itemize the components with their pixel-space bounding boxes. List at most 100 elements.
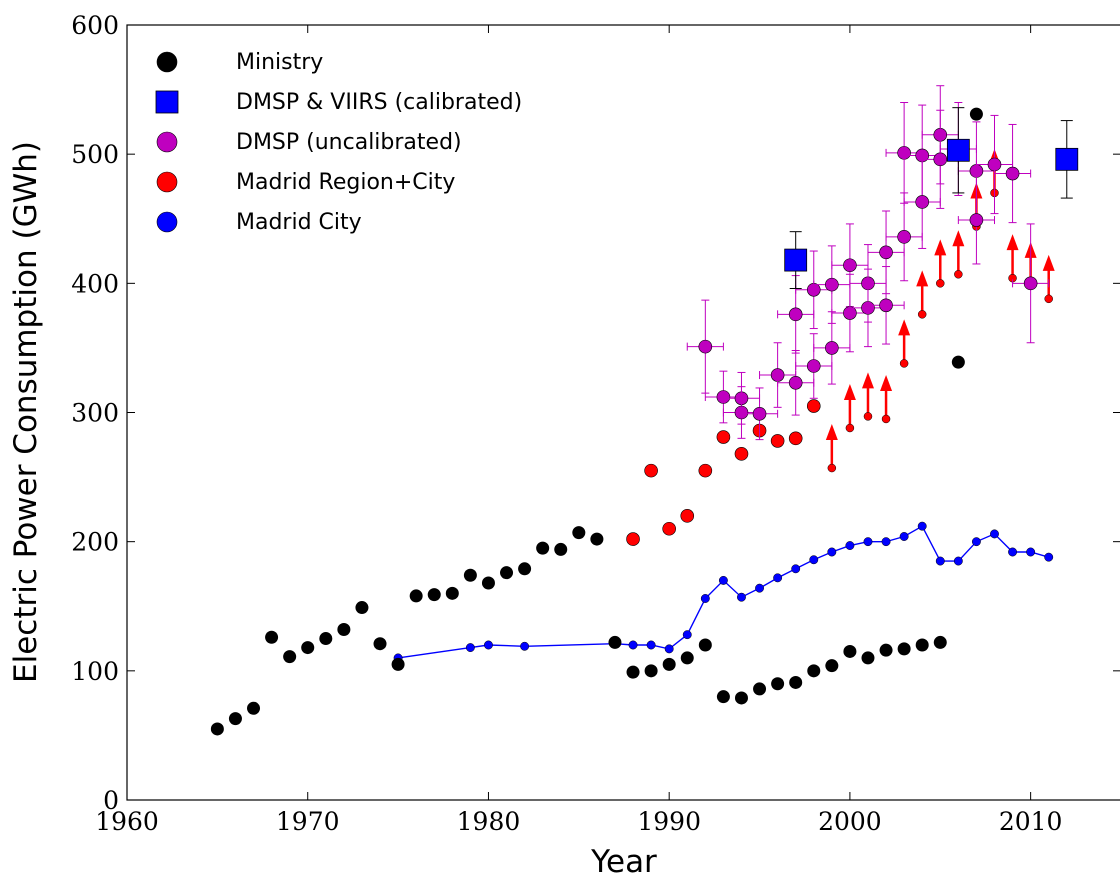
madrid-city-point xyxy=(737,592,746,602)
madrid-city-point xyxy=(1008,547,1018,557)
dmsp-uncalibrated-point xyxy=(788,307,803,322)
dmsp-uncalibrated-point xyxy=(933,152,948,167)
region-lower-limit-point xyxy=(881,414,891,424)
ministry-point xyxy=(247,701,261,715)
madrid-city-point xyxy=(1044,552,1054,562)
legend-label: Ministry xyxy=(236,50,323,75)
region-city-point xyxy=(806,399,821,413)
region-city-point xyxy=(788,431,803,446)
region-lower-limit-arrow-head xyxy=(934,239,947,256)
x-tick-label: 1990 xyxy=(637,807,701,836)
y-tick-label: 200 xyxy=(71,528,119,557)
region-lower-limit-arrow-head xyxy=(898,319,911,336)
dmsp-uncalibrated-point xyxy=(843,258,857,273)
legend-square-marker xyxy=(155,90,179,114)
madrid-city-point xyxy=(917,521,927,531)
ministry-point xyxy=(536,541,550,555)
calibrated-point xyxy=(784,248,808,272)
ministry-point xyxy=(825,659,839,673)
legend-circle-marker xyxy=(156,171,178,193)
ministry-point xyxy=(789,675,803,689)
region-lower-limit-point xyxy=(1044,294,1053,304)
ministry-point xyxy=(319,632,333,646)
calibrated-point xyxy=(1055,147,1079,171)
region-city-point xyxy=(734,447,749,461)
madrid-city-point xyxy=(682,630,692,640)
dmsp-uncalibrated-point xyxy=(1005,166,1020,181)
ministry-point xyxy=(951,355,965,369)
ministry-point xyxy=(753,682,767,696)
dmsp-uncalibrated-point xyxy=(698,339,713,354)
x-tick-label: 2000 xyxy=(818,807,882,836)
region-city-point xyxy=(716,430,731,444)
legend-label: Madrid City xyxy=(236,210,362,235)
ministry-point xyxy=(897,642,911,656)
region-city-point xyxy=(680,509,695,523)
madrid-city-line xyxy=(397,525,1049,659)
x-tick-label: 1970 xyxy=(276,807,340,836)
ministry-point xyxy=(373,637,387,651)
ministry-point xyxy=(933,635,947,649)
madrid-city-point xyxy=(953,556,963,566)
region-lower-limit-arrow-head xyxy=(843,384,856,400)
region-lower-limit-point xyxy=(899,359,909,368)
madrid-city-point xyxy=(863,537,873,547)
ministry-point xyxy=(500,566,514,580)
ministry-point xyxy=(590,532,604,546)
dmsp-uncalibrated-point xyxy=(897,230,911,244)
madrid-city-point xyxy=(465,643,475,653)
region-lower-limit-arrow-head xyxy=(1042,254,1055,271)
madrid-city-point xyxy=(755,583,764,593)
legend: Ministry DMSP & VIIRS (calibrated) DMSP (u… xyxy=(155,50,522,235)
dmsp-uncalibrated-point xyxy=(879,245,893,260)
x-axis-label: Year xyxy=(590,844,657,880)
ministry-point xyxy=(210,722,224,736)
region-lower-limit-point xyxy=(845,423,855,433)
ministry-point xyxy=(265,630,279,644)
ministry-point xyxy=(572,526,586,540)
region-lower-limit-point xyxy=(936,279,945,288)
madrid-city-point xyxy=(1026,547,1036,557)
ministry-point xyxy=(283,650,297,664)
ministry-point xyxy=(608,635,622,649)
ministry-point xyxy=(716,690,730,704)
madrid-city-point xyxy=(718,575,728,585)
ministry-point xyxy=(301,641,315,655)
ministry-point xyxy=(680,651,694,665)
ministry-point xyxy=(969,107,983,121)
madrid-city-point xyxy=(845,541,855,550)
x-tick-label: 2010 xyxy=(999,807,1063,836)
ministry-point xyxy=(879,643,893,657)
ministry-point xyxy=(554,542,568,556)
dmsp-uncalibrated-point xyxy=(915,195,930,209)
y-tick-label: 500 xyxy=(71,140,119,169)
madrid-city-point xyxy=(881,537,891,547)
legend-circle-marker xyxy=(156,211,178,233)
region-lower-limit-point xyxy=(863,412,873,421)
madrid-city-point xyxy=(827,547,837,557)
dmsp-uncalibrated-point xyxy=(788,375,803,390)
ministry-point xyxy=(355,601,369,615)
region-lower-limit-arrow-head xyxy=(861,372,874,389)
legend-label: Madrid Region+City xyxy=(236,170,455,195)
ministry-point xyxy=(518,562,532,576)
dmsp-uncalibrated-point xyxy=(825,277,839,292)
madrid-city-point xyxy=(809,555,819,565)
y-tick-label: 0 xyxy=(103,786,119,815)
axis-ticks: 1960 1970 1980 1990 2000 2010 0 100 200 300 400 500… xyxy=(71,11,1120,836)
ministry-point xyxy=(337,623,351,636)
dmsp-uncalibrated-point xyxy=(879,298,893,313)
region-lower-limit-point xyxy=(827,463,837,473)
legend-circle-marker xyxy=(156,51,178,73)
madrid-city-point xyxy=(773,573,783,583)
region-lower-limit-arrow-head xyxy=(1006,234,1019,251)
ministry-point xyxy=(391,657,405,671)
ministry-point xyxy=(481,576,495,590)
region-city-point xyxy=(644,463,658,478)
ministry-point xyxy=(734,691,748,705)
dmsp-uncalibrated-point xyxy=(806,359,821,373)
ministry-point xyxy=(644,664,658,678)
region-city-point xyxy=(626,532,640,546)
ministry-point xyxy=(771,677,785,691)
ministry-point xyxy=(807,664,821,678)
